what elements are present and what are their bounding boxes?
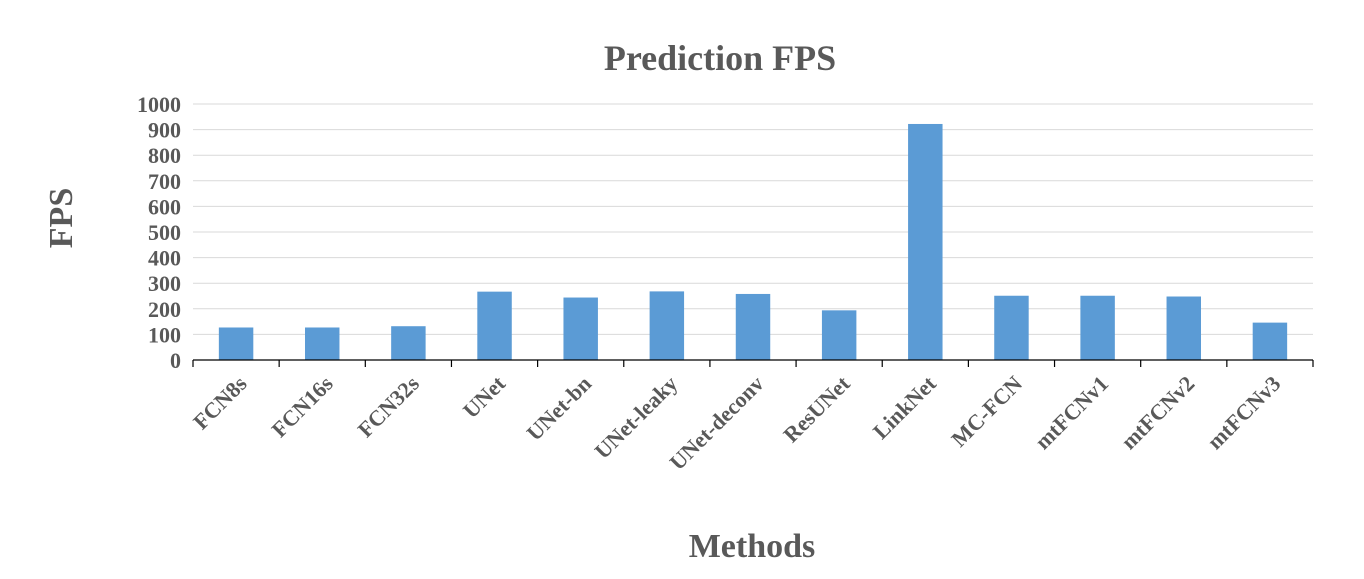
bar bbox=[305, 327, 340, 360]
bar bbox=[994, 295, 1029, 360]
bar bbox=[649, 291, 685, 360]
x-tick-label: mtFCNv3 bbox=[1202, 371, 1285, 454]
bar bbox=[563, 297, 598, 360]
bar bbox=[735, 293, 771, 360]
axes bbox=[192, 359, 1314, 367]
y-tick-label: 100 bbox=[148, 322, 181, 347]
y-tick-label: 1000 bbox=[137, 92, 181, 117]
x-tick-label: mtFCNv2 bbox=[1116, 371, 1199, 454]
chart-title: Prediction FPS bbox=[604, 38, 836, 78]
bars bbox=[218, 123, 1288, 360]
bar bbox=[218, 327, 254, 360]
x-tick-label: UNet-bn bbox=[522, 371, 597, 446]
y-tick-label: 900 bbox=[148, 118, 181, 143]
y-tick-label: 500 bbox=[148, 220, 181, 245]
bar bbox=[1080, 295, 1115, 360]
x-tick-label: mtFCNv1 bbox=[1030, 371, 1113, 454]
y-tick-label: 600 bbox=[148, 194, 181, 219]
y-axis-title: FPS bbox=[43, 188, 80, 248]
x-tick-label: ResUNet bbox=[778, 370, 855, 447]
x-tick-label: UNet-leaky bbox=[590, 371, 683, 464]
bar bbox=[1166, 296, 1201, 360]
bar bbox=[477, 291, 512, 360]
x-tick-label: LinkNet bbox=[868, 370, 941, 443]
bar bbox=[1252, 322, 1288, 360]
x-tick-label: FCN16s bbox=[267, 371, 339, 443]
y-tick-label: 700 bbox=[148, 169, 181, 194]
x-tick-label: UNet bbox=[458, 370, 511, 423]
x-tick-label: FCN32s bbox=[353, 371, 425, 443]
x-axis-title: Methods bbox=[689, 528, 816, 565]
gridlines bbox=[193, 103, 1313, 335]
y-tick-label: 400 bbox=[148, 246, 181, 271]
x-tick-label: MC-FCN bbox=[946, 371, 1027, 452]
y-tick-label: 0 bbox=[170, 348, 181, 373]
x-tick-labels: FCN8s FCN16s FCN32s UNet UNet-bnUNet-leakyUN… bbox=[188, 370, 1285, 475]
y-tick-label: 200 bbox=[148, 297, 181, 322]
bar bbox=[391, 326, 426, 360]
x-tick-label: FCN8s bbox=[188, 371, 252, 435]
bar bbox=[821, 310, 857, 360]
y-tick-label: 800 bbox=[148, 143, 181, 168]
y-tick-label: 300 bbox=[148, 271, 181, 296]
bar bbox=[908, 123, 943, 360]
